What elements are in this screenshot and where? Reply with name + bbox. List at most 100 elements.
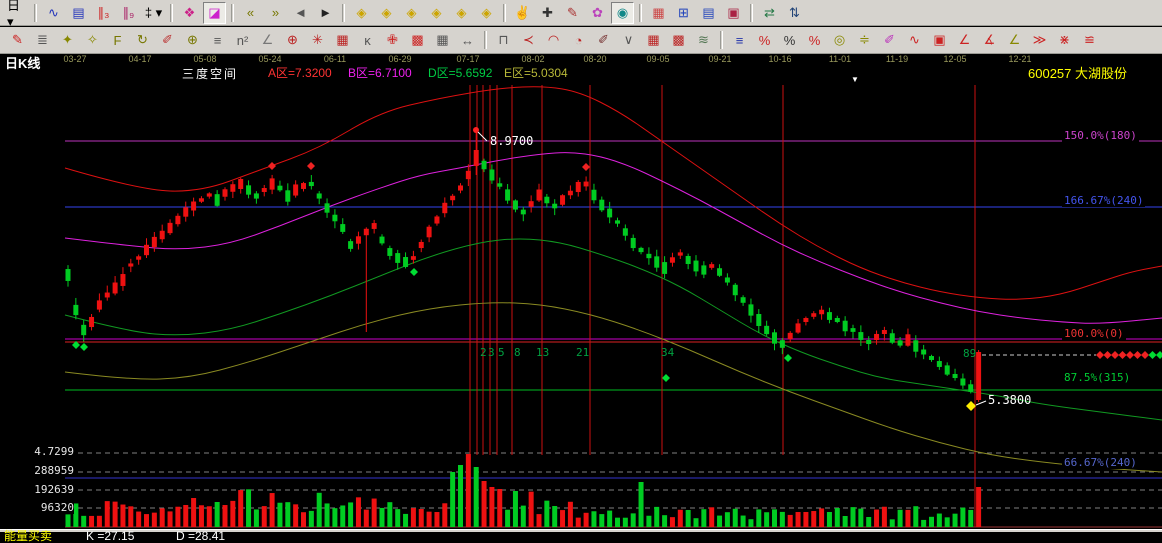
grid2-tool-button[interactable]: ▦ [647,32,660,47]
nav-first-button[interactable]: « [246,5,255,20]
flower-tool-button[interactable]: ✿ [592,4,603,20]
period-day-button[interactable]: 日 ▾ [7,0,21,29]
wave-tool-button[interactable]: ∿ [909,32,920,47]
stamp-tool-button[interactable]: ✐ [162,32,173,47]
ruler-grid-button[interactable]: ▦ [436,32,449,47]
gold-circle-button[interactable]: ◎ [833,32,846,47]
indicator-tab-label[interactable]: 能量买卖 [4,529,53,543]
percent-button[interactable]: % [783,32,796,48]
k-angle-button[interactable]: ∠ [1008,32,1021,47]
volume-pane-button[interactable]: ◪ [203,1,226,24]
candle [944,365,950,375]
volume-bar [120,504,126,527]
pie-tool-button[interactable]: ◔ [574,32,583,48]
candle [520,209,526,215]
brain-analysis-button[interactable]: ◉ [611,1,634,24]
nav-last-button[interactable]: » [271,5,280,20]
candle [826,312,832,320]
mini-chart-9-button[interactable]: ∥₉ [122,4,135,20]
percent-t-button[interactable]: % [758,32,771,48]
chart-area[interactable]: 日K线 三度空间 600257 大湖股份 ▼ 8.9700 5.3800 03-… [0,54,1162,529]
gold-box-button[interactable]: ▣ [933,32,946,47]
zoom-compress-button[interactable]: ◈ [431,4,442,20]
zoom-left-button[interactable]: ◈ [356,4,367,20]
candle-style-button[interactable]: ‡ ▾ [144,4,163,20]
calendar-button[interactable]: ▦ [652,4,665,20]
net-receive-button[interactable]: ⇅ [789,4,800,20]
slant-lines-button[interactable]: ≋ [698,32,709,47]
pencil2-tool-button[interactable]: ✐ [598,32,609,47]
t-line-button[interactable]: ⊓ [498,32,509,47]
candle [803,318,809,322]
net-send-button[interactable]: ⇄ [764,4,775,20]
volume-bar [379,507,385,527]
volume-bar [881,506,887,527]
volume-bar [536,514,542,527]
mini-chart-3-button[interactable]: ∥₃ [97,4,110,20]
target-tool-button[interactable]: ⊕ [287,32,298,47]
volume-bar [842,516,848,527]
nav-prev-button[interactable]: ◄ [294,5,307,20]
date-axis-label: 03-27 [63,54,87,64]
candle [183,207,189,217]
n-square-button[interactable]: n² [236,32,249,48]
web-tool-button[interactable]: ✳ [312,32,323,47]
volume-bar [301,512,306,527]
xie-tool-button[interactable]: ≌ [1084,32,1095,47]
calculator-button[interactable]: ⊞ [678,4,689,20]
zoom-expand-button[interactable]: ◈ [456,4,467,20]
save-button[interactable]: ▣ [727,4,740,20]
arc-tool-button[interactable]: ◠ [547,32,560,47]
volume-bar [976,487,982,527]
jin-tool-button[interactable]: ≫ [1032,32,1047,47]
spiral-tool-button[interactable]: ↻ [137,32,148,47]
trend-window-button[interactable]: ∿ [48,4,59,20]
f-angle-button[interactable]: ∡ [983,32,996,47]
hatch-tool-button[interactable]: ≣ [37,32,48,47]
figure-tool-button[interactable]: ❖ [183,4,196,20]
main-chart-canvas[interactable] [0,54,1162,529]
comb-tool-button[interactable]: ≡ [213,32,222,48]
nav-next-button[interactable]: ► [319,5,332,20]
fan-lines-button[interactable]: ≺ [523,32,534,47]
percent-5-button[interactable]: % [808,32,821,48]
candle [316,193,322,199]
tab-daily-kline[interactable]: 日K线 [5,56,41,71]
candle [395,253,401,263]
zoom-all-button[interactable]: ◈ [481,4,492,20]
volume-bar [505,509,511,527]
volume-bar [960,507,966,527]
candle [834,318,840,322]
j-angle-button[interactable]: ∠ [958,32,971,47]
date-axis-label: 11-01 [828,54,852,64]
signal-marker-diamond [966,401,976,411]
grid-target-button[interactable]: ▦ [336,32,349,47]
volume-bar [465,454,471,527]
width-tool-button[interactable]: ↔ [461,32,474,48]
info-view-button[interactable]: ▤ [72,4,85,20]
pencil-tool-button[interactable]: ✎ [12,32,23,47]
volume-bar [662,515,668,527]
zoom-right-button[interactable]: ◈ [381,4,392,20]
candle [144,244,149,256]
f-tool-button[interactable]: F [113,32,122,48]
grid3-tool-button[interactable]: ▩ [672,32,685,47]
h-bars-button[interactable]: ≡ [735,32,744,48]
volume-bar [701,509,707,527]
gann-wheel-button[interactable]: ⊕ [187,32,198,47]
notepad-button[interactable]: ▤ [702,4,715,20]
crosshair-button[interactable]: ✚ [542,4,553,20]
gold-tool-b-button[interactable]: ✧ [87,32,98,47]
gold-bars-button[interactable]: ≑ [859,32,870,47]
drag-hand-button[interactable]: ✌ [514,4,531,20]
ying-tool-button[interactable]: ▩ [411,32,424,47]
gold-tool-a-button[interactable]: ✦ [62,32,73,47]
check-lines-button[interactable]: ∨ [623,32,634,47]
zoom-horizontal-button[interactable]: ◈ [406,4,417,20]
angle-measure-button[interactable]: ✎ [567,4,578,20]
xin-tool-button[interactable]: ⋇ [1059,32,1070,47]
shen-tool-button[interactable]: ✙ [387,32,398,47]
pen-flag-button[interactable]: ✐ [884,32,895,47]
k-prime-button[interactable]: κ [364,32,371,48]
angle-tool-button[interactable]: ∠ [261,32,274,47]
